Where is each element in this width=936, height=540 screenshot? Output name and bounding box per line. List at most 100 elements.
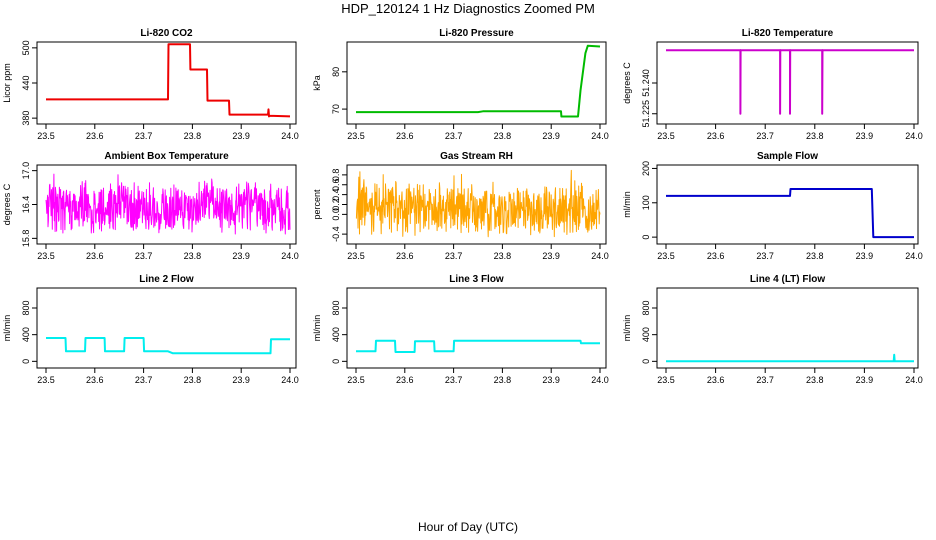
x-tick-label: 23.6 bbox=[707, 375, 725, 385]
y-tick-label: 0 bbox=[21, 359, 31, 364]
panel-2: Li-820 Pressure 23.5 23.6 23.7 23.8 23.9 24.0 7… bbox=[312, 28, 609, 141]
panel-title: Line 2 Flow bbox=[139, 274, 194, 285]
y-tick-label: -0.4 bbox=[331, 226, 341, 242]
y-tick-label: 400 bbox=[641, 327, 651, 342]
x-tick-label: 23.5 bbox=[657, 375, 675, 385]
x-tick-label: 24.0 bbox=[591, 375, 609, 385]
y-tick-label: 17.0 bbox=[21, 162, 31, 180]
x-tick-label: 23.8 bbox=[184, 251, 202, 261]
x-tick-label: 24.0 bbox=[591, 131, 609, 141]
y-tick-label: 400 bbox=[331, 327, 341, 342]
x-tick-label: 23.7 bbox=[135, 375, 153, 385]
series-line bbox=[46, 43, 291, 118]
y-tick-label: 0 bbox=[641, 359, 651, 364]
x-tick-label: 23.8 bbox=[806, 251, 824, 261]
x-tick-label: 23.7 bbox=[445, 131, 463, 141]
y-tick-label: 51.225 bbox=[641, 100, 651, 128]
x-tick-label: 23.8 bbox=[184, 131, 202, 141]
x-tick-label: 23.8 bbox=[806, 131, 824, 141]
y-tick-label: 15.8 bbox=[21, 230, 31, 248]
y-axis-label: ml/min bbox=[312, 315, 322, 342]
panels: Li-820 CO2 23.5 23.6 23.7 23.8 23.9 24.0 380 440… bbox=[2, 28, 923, 385]
x-tick-label: 23.9 bbox=[232, 131, 250, 141]
x-tick-label: 23.9 bbox=[856, 375, 874, 385]
y-axis-label: degrees C bbox=[2, 183, 12, 225]
x-tick-label: 23.7 bbox=[756, 375, 774, 385]
series-line bbox=[356, 339, 600, 353]
x-tick-label: 23.6 bbox=[86, 131, 104, 141]
x-tick-label: 23.9 bbox=[542, 251, 560, 261]
x-tick-label: 23.5 bbox=[37, 375, 55, 385]
y-tick-label: 440 bbox=[21, 75, 31, 90]
panel-title: Li-820 Pressure bbox=[439, 28, 514, 39]
panel-6: Sample Flow 23.5 23.6 23.7 23.8 23.9 24.0 0 100 2… bbox=[622, 151, 923, 261]
y-tick-label: 400 bbox=[21, 327, 31, 342]
y-axis-label: Licor ppm bbox=[2, 63, 12, 103]
x-tick-label: 23.5 bbox=[37, 251, 55, 261]
x-tick-label: 23.5 bbox=[37, 131, 55, 141]
series-line bbox=[45, 173, 291, 235]
y-tick-label: 70 bbox=[331, 104, 341, 114]
series-line bbox=[46, 337, 290, 355]
x-tick-label: 24.0 bbox=[281, 251, 299, 261]
x-tick-label: 23.8 bbox=[494, 375, 512, 385]
x-tick-label: 23.9 bbox=[856, 131, 874, 141]
panel-8: Line 3 Flow 23.5 23.6 23.7 23.8 23.9 24.0 0 400 8… bbox=[312, 274, 609, 385]
panel-title: Sample Flow bbox=[757, 151, 818, 162]
y-axis-label: ml/min bbox=[622, 315, 632, 342]
x-tick-label: 23.5 bbox=[657, 131, 675, 141]
y-axis-label: ml/min bbox=[2, 315, 12, 342]
y-tick-label: 800 bbox=[641, 300, 651, 315]
x-tick-label: 23.6 bbox=[707, 251, 725, 261]
panel-7: Line 2 Flow 23.5 23.6 23.7 23.8 23.9 24.0 0 400 8… bbox=[2, 274, 299, 385]
x-tick-label: 23.8 bbox=[184, 375, 202, 385]
series-line bbox=[666, 353, 914, 363]
plot-frame bbox=[656, 164, 919, 245]
panel-title: Li-820 CO2 bbox=[140, 28, 193, 39]
y-tick-label: 800 bbox=[331, 300, 341, 315]
figure-title: HDP_120124 1 Hz Diagnostics Zoomed PM bbox=[341, 1, 595, 16]
panel-title: Ambient Box Temperature bbox=[104, 151, 229, 162]
x-tick-label: 24.0 bbox=[591, 251, 609, 261]
x-tick-label: 23.8 bbox=[494, 131, 512, 141]
x-tick-label: 23.5 bbox=[347, 251, 365, 261]
y-tick-label: 0.8 bbox=[331, 169, 341, 182]
x-tick-label: 23.5 bbox=[347, 131, 365, 141]
y-tick-label: 100 bbox=[641, 195, 651, 210]
plot-frame bbox=[656, 41, 919, 125]
y-tick-label: 51.240 bbox=[641, 69, 651, 97]
series-line bbox=[356, 44, 601, 118]
figure-xlabel: Hour of Day (UTC) bbox=[418, 520, 518, 534]
x-tick-label: 23.8 bbox=[806, 375, 824, 385]
y-tick-label: 500 bbox=[21, 40, 31, 55]
panel-4: Ambient Box Temperature 23.5 23.6 23.7 23.8 2… bbox=[2, 151, 299, 261]
panel-3: Li-820 Temperature 23.5 23.6 23.7 23.8 23.9 24… bbox=[622, 28, 923, 141]
x-tick-label: 23.7 bbox=[445, 251, 463, 261]
panel-5: Gas Stream RH 23.5 23.6 23.7 23.8 23.9 24.0 -0.… bbox=[312, 151, 609, 261]
x-tick-label: 23.5 bbox=[657, 251, 675, 261]
plot-frame bbox=[346, 41, 607, 125]
series-line bbox=[666, 49, 914, 115]
y-tick-label: 380 bbox=[21, 111, 31, 126]
x-tick-label: 23.9 bbox=[542, 375, 560, 385]
x-tick-label: 23.5 bbox=[347, 375, 365, 385]
y-axis-label: ml/min bbox=[622, 191, 632, 218]
x-tick-label: 23.6 bbox=[396, 375, 414, 385]
y-tick-label: 0.6 bbox=[331, 178, 341, 191]
x-tick-label: 23.9 bbox=[232, 251, 250, 261]
y-tick-label: 0.2 bbox=[331, 198, 341, 211]
x-tick-label: 23.9 bbox=[856, 251, 874, 261]
x-tick-label: 23.7 bbox=[135, 131, 153, 141]
x-tick-label: 24.0 bbox=[905, 375, 923, 385]
panel-title: Line 4 (LT) Flow bbox=[750, 274, 826, 285]
y-tick-label: 200 bbox=[641, 161, 651, 176]
panel-title: Li-820 Temperature bbox=[742, 28, 834, 39]
y-tick-label: 0 bbox=[331, 359, 341, 364]
y-tick-label: 16.4 bbox=[21, 196, 31, 214]
y-axis-label: percent bbox=[312, 189, 322, 220]
panel-9: Line 4 (LT) Flow 23.5 23.6 23.7 23.8 23.9 24.0… bbox=[622, 274, 923, 385]
y-axis-label: degrees C bbox=[622, 62, 632, 104]
plot-frame bbox=[36, 41, 297, 125]
x-tick-label: 23.6 bbox=[707, 131, 725, 141]
